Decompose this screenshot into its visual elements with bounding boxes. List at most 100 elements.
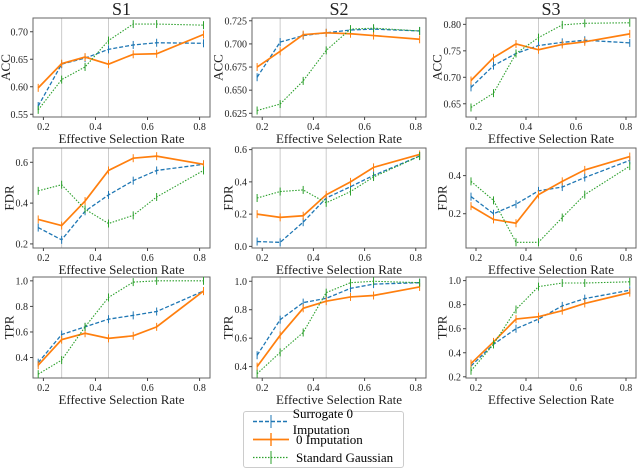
x-axis-label: Effective Selection Rate	[58, 262, 184, 277]
x-tick-label: 0.2	[256, 122, 269, 133]
x-tick-label: 0.4	[89, 383, 102, 394]
x-tick-label: 0.4	[89, 253, 102, 264]
series-line-surrogate	[37, 163, 204, 241]
y-tick-label: 0.4	[449, 171, 462, 182]
subplot-6: 0.2 0.4 0.6 0.8 0.2 0.4 FDR Effective Selection…	[435, 147, 637, 277]
legend-swatch-gaussian	[253, 451, 289, 464]
y-tick-label: 0.65	[11, 55, 29, 66]
legend-label: Surrogate 0 Imputation	[292, 405, 354, 437]
x-axis-label: Effective Selection Rate	[276, 131, 402, 146]
y-axis-label: TPR	[2, 315, 17, 339]
x-tick-label: 0.6	[570, 122, 583, 133]
y-tick-label: 1.0	[449, 276, 462, 287]
series-line-zero	[37, 155, 204, 227]
series-line-surrogate	[37, 290, 204, 364]
y-tick-label: 0.6	[235, 334, 248, 345]
x-axis-label: Effective Selection Rate	[58, 392, 184, 407]
subplot-title: S1	[112, 0, 131, 19]
x-tick-label: 0.8	[620, 383, 633, 394]
y-axis-label: ACC	[430, 54, 445, 81]
x-tick-label: 0.2	[470, 253, 483, 264]
y-axis-label: TPR	[435, 315, 450, 339]
x-tick-label: 0.6	[141, 253, 154, 264]
subplot-title: S3	[541, 0, 560, 19]
legend-swatch-surrogate	[253, 415, 287, 428]
y-tick-label: 0.4	[16, 199, 29, 210]
y-tick-label: 0.6	[235, 145, 248, 156]
series-line-gaussian	[470, 165, 631, 243]
plot-frame	[32, 17, 211, 118]
subplot-3: 0.2 0.4 0.6 0.8 0.65 0.70 0.75 0.80 ACC Effective…	[430, 0, 637, 146]
legend-item-surrogate: Surrogate 0 Imputation	[252, 406, 403, 437]
series-line-surrogate	[256, 282, 420, 356]
series-line-zero	[470, 155, 630, 225]
y-axis-label: FDR	[221, 185, 236, 211]
x-tick-label: 0.2	[256, 253, 269, 264]
y-tick-label: 0.675	[225, 63, 248, 74]
y-axis-label: ACC	[211, 54, 226, 81]
plot-frame	[465, 17, 637, 118]
y-tick-label: 0.60	[11, 82, 29, 93]
x-tick-label: 0.4	[520, 122, 533, 133]
x-tick-label: 0.2	[470, 383, 483, 394]
y-tick-label: 0.6	[449, 324, 462, 335]
y-tick-label: 0.6	[16, 327, 29, 338]
x-tick-label: 0.2	[37, 253, 50, 264]
y-tick-label: 0.725	[225, 16, 248, 27]
x-axis-label: Effective Selection Rate	[276, 392, 402, 407]
y-tick-label: 0.6	[16, 158, 29, 169]
x-tick-label: 0.8	[193, 253, 206, 264]
y-tick-label: 0.625	[225, 109, 248, 120]
x-axis-label: Effective Selection Rate	[488, 131, 614, 146]
y-tick-label: 0.70	[11, 27, 29, 38]
y-tick-label: 0.4	[16, 353, 29, 364]
y-tick-label: 0.4	[235, 177, 248, 188]
plot-frame	[32, 147, 211, 249]
y-tick-label: 0.2	[16, 239, 29, 250]
x-tick-label: 0.4	[307, 122, 320, 133]
subplot-9: 0.2 0.4 0.6 0.8 0.2 0.4 0.6 0.8 1.0 TPR Effective …	[435, 276, 637, 407]
x-tick-label: 0.6	[570, 383, 583, 394]
series-line-zero	[256, 286, 420, 368]
legend-swatch-zero	[253, 433, 289, 446]
x-tick-label: 0.2	[470, 122, 483, 133]
y-tick-label: 0.650	[225, 86, 248, 97]
y-tick-label: 0.0	[235, 242, 248, 253]
y-tick-label: 0.70	[444, 73, 462, 84]
series-line-zero	[256, 31, 420, 68]
subplot-5: 0.2 0.4 0.6 0.8 0.0 0.2 0.4 0.6 FDR Effective Sel…	[221, 145, 427, 277]
y-tick-label: 0.8	[235, 305, 248, 316]
x-tick-label: 0.4	[89, 122, 102, 133]
series-line-gaussian	[256, 155, 420, 204]
y-tick-label: 0.2	[449, 209, 462, 220]
y-axis-label: TPR	[221, 315, 236, 339]
series-line-surrogate	[37, 42, 204, 107]
subplot-title: S2	[329, 0, 348, 19]
y-tick-label: 0.55	[11, 110, 29, 121]
x-tick-label: 0.4	[307, 253, 320, 264]
plot-frame	[465, 276, 637, 379]
series-line-zero	[256, 153, 420, 219]
series-line-zero	[470, 33, 630, 82]
x-tick-label: 0.8	[193, 122, 206, 133]
y-tick-label: 0.700	[225, 39, 248, 50]
y-tick-label: 1.0	[235, 277, 248, 288]
series-line-zero	[37, 33, 204, 89]
y-tick-label: 0.2	[235, 210, 248, 221]
series-line-surrogate	[470, 289, 630, 367]
series-line-surrogate	[257, 155, 420, 244]
subplot-4: 0.2 0.4 0.6 0.8 0.2 0.4 0.6 FDR Effective Select…	[2, 147, 211, 277]
x-tick-label: 0.6	[141, 122, 154, 133]
subplot-1: 0.2 0.4 0.6 0.8 0.55 0.60 0.65 0.70 ACC Effective…	[0, 0, 211, 146]
y-axis-label: ACC	[0, 54, 13, 81]
series-line-gaussian	[37, 280, 204, 375]
series-line-gaussian	[470, 281, 630, 372]
x-axis-label: Effective Selection Rate	[488, 392, 614, 407]
x-tick-label: 0.2	[37, 383, 50, 394]
x-tick-label: 0.2	[37, 122, 50, 133]
subplot-7: 0.2 0.4 0.6 0.8 0.4 0.6 0.8 1.0 TPR Effective Sel…	[2, 276, 211, 407]
x-tick-label: 0.2	[256, 383, 269, 394]
legend-item-gaussian: Standard Gaussian	[252, 449, 393, 466]
